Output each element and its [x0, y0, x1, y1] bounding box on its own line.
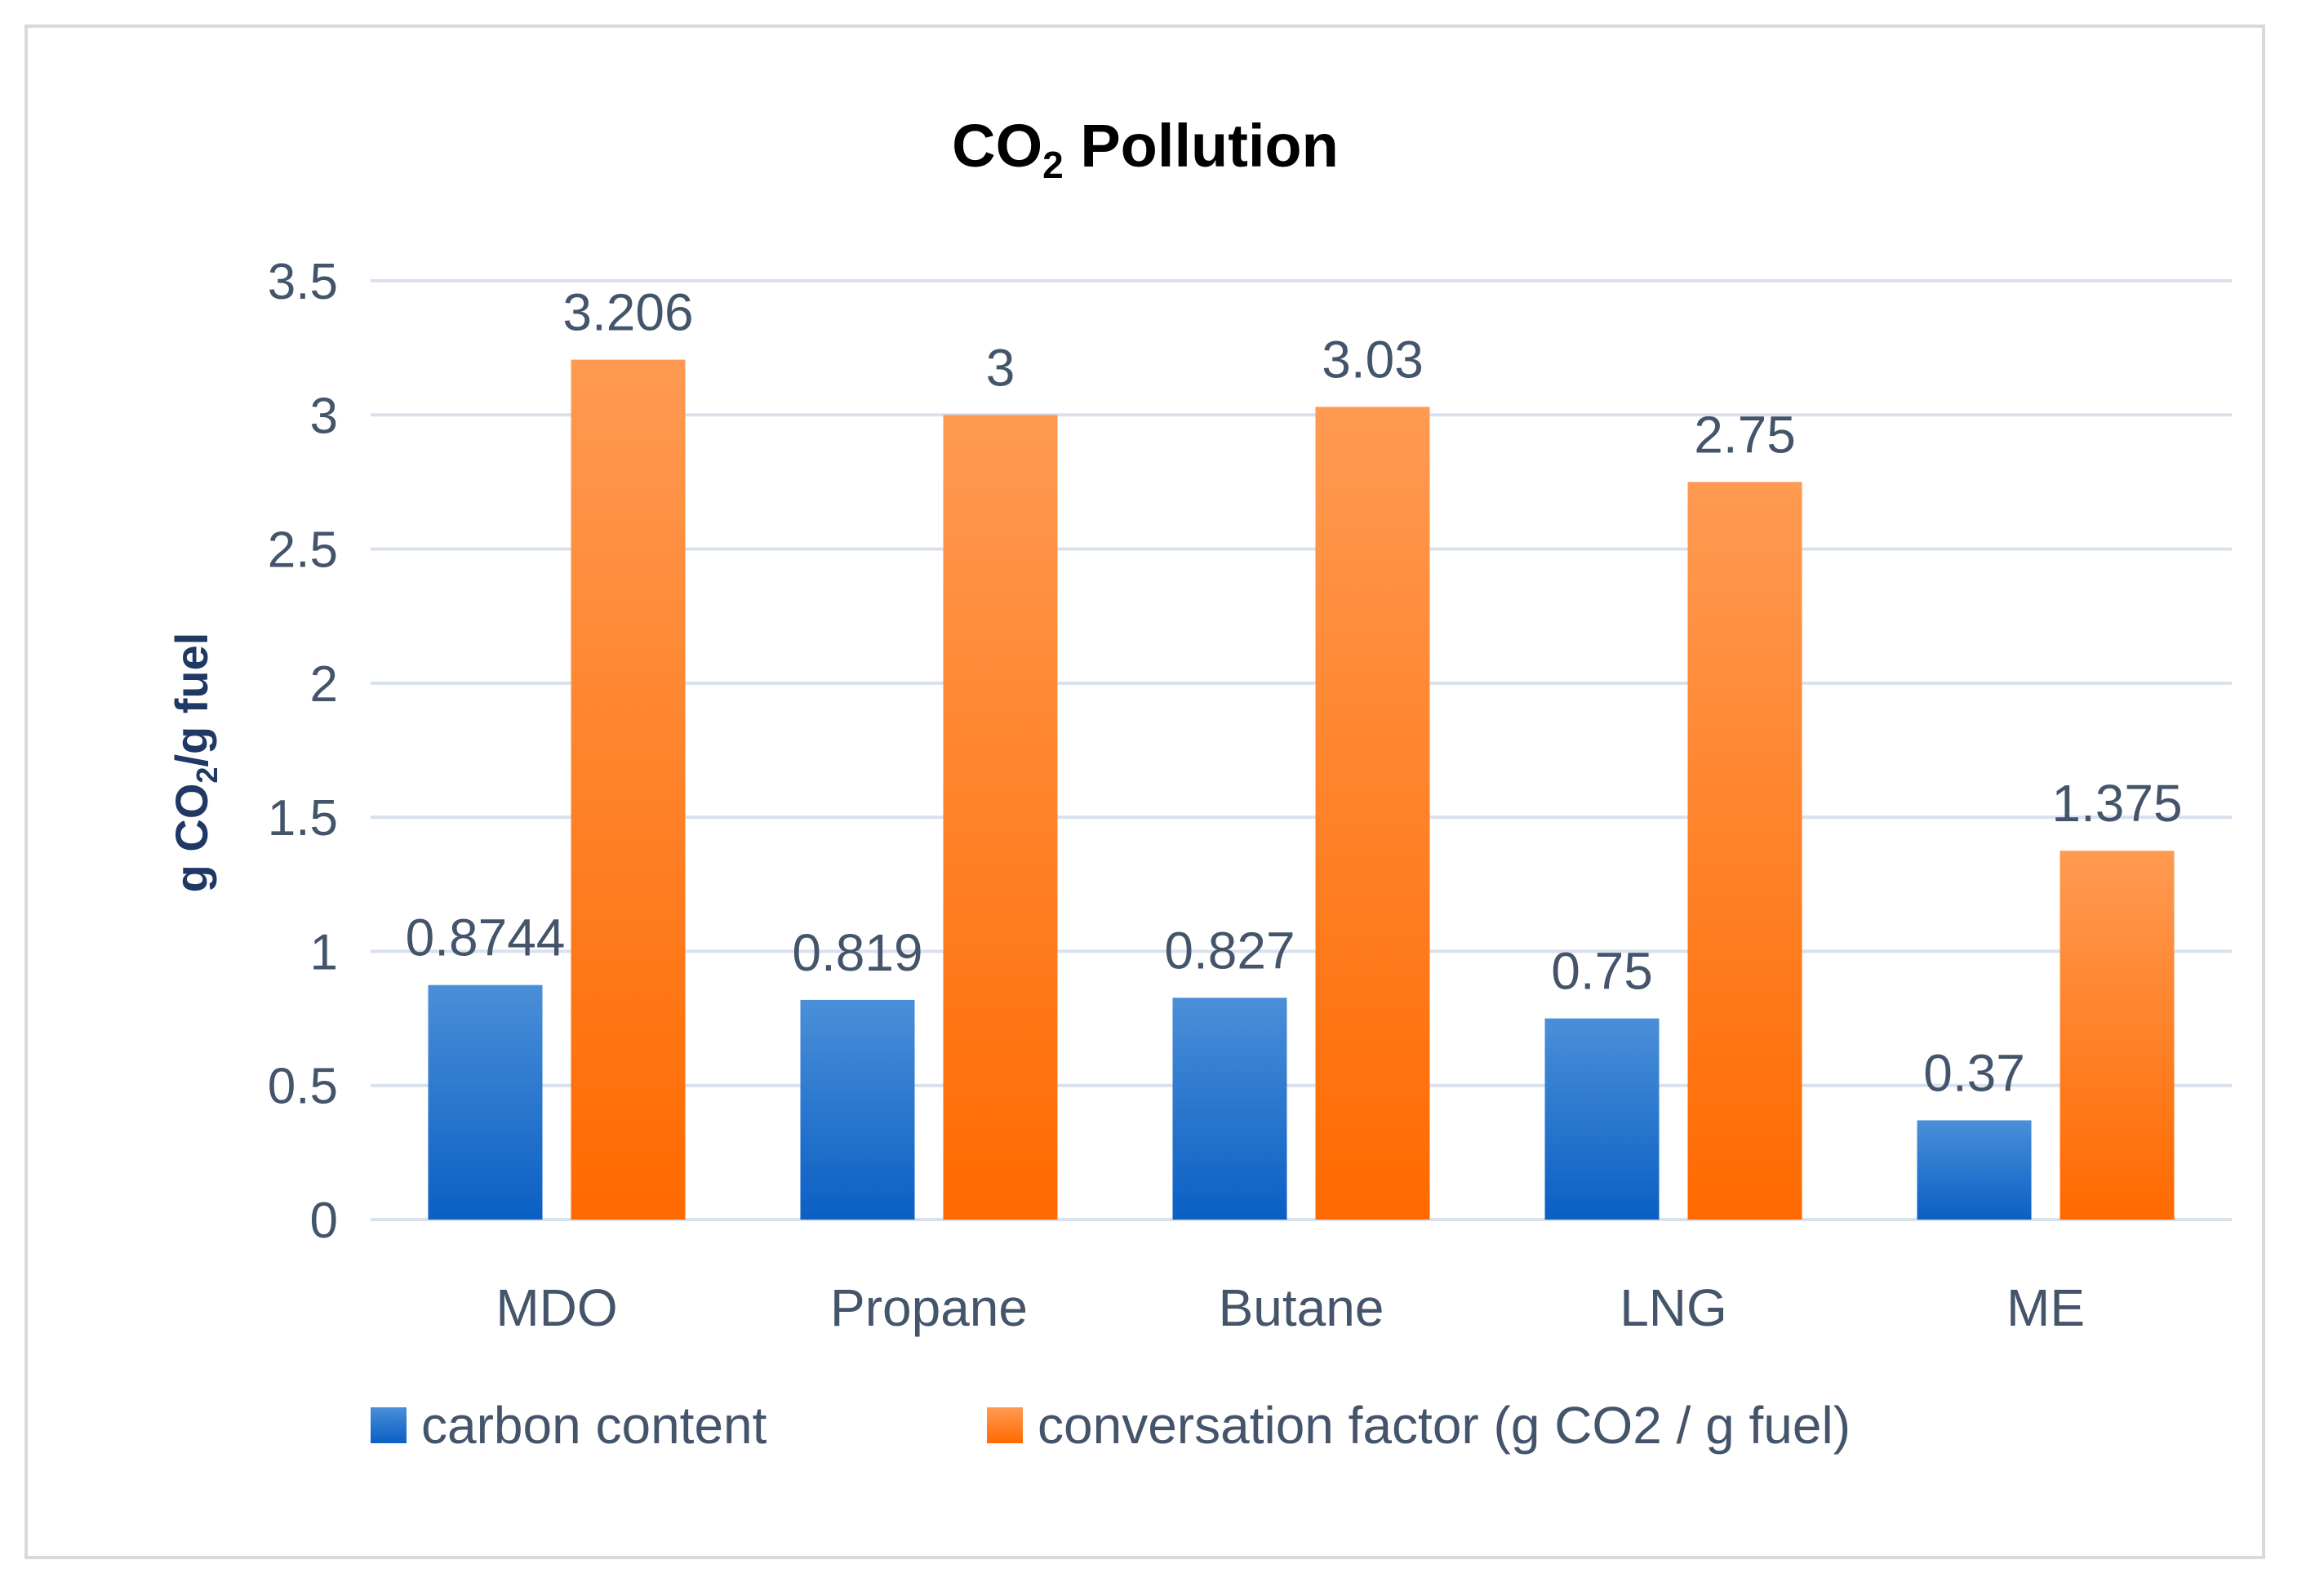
data-label: 0.819: [792, 923, 922, 982]
x-axis-ticks: MDO Propane Butane LNG ME: [495, 1278, 2085, 1337]
bar-propane-series-1: [800, 999, 915, 1220]
x-tick-label: Butane: [1219, 1278, 1384, 1337]
bar-mdo-series-1: [428, 984, 543, 1220]
y-tick-label: 1: [310, 924, 338, 980]
chart-title: CO2 Pollution: [952, 112, 1339, 186]
bar-butane-series-2: [1315, 407, 1430, 1220]
bar-me-series-2: [2060, 851, 2175, 1220]
y-tick-label: 2.5: [268, 522, 338, 579]
bar-me-series-1: [1917, 1120, 2032, 1220]
x-tick-label: MDO: [495, 1278, 617, 1337]
data-label: 2.75: [1694, 405, 1796, 464]
bar-lng-series-1: [1544, 1018, 1660, 1220]
data-label: 3.206: [562, 283, 693, 342]
bar-propane-series-2: [943, 415, 1058, 1220]
y-axis-ticks: 0 0.5 1 1.5 2 2.5 3 3.5: [268, 254, 338, 1249]
data-label: 3: [986, 338, 1015, 397]
legend-swatch: [987, 1407, 1023, 1443]
data-label: 0.827: [1164, 921, 1295, 980]
bar-butane-series-1: [1172, 998, 1287, 1220]
x-tick-label: LNG: [1620, 1278, 1727, 1337]
data-label: 0.37: [1923, 1043, 2025, 1102]
data-label: 1.375: [2051, 774, 2182, 833]
y-tick-label: 0: [310, 1193, 338, 1249]
y-tick-label: 3.5: [268, 254, 338, 310]
y-tick-label: 3: [310, 388, 338, 444]
x-tick-label: Propane: [830, 1278, 1028, 1337]
data-label: 0.75: [1551, 942, 1653, 1001]
data-label: 0.8744: [406, 909, 566, 967]
legend-swatch: [371, 1407, 407, 1443]
legend-label: carbon content: [421, 1396, 767, 1455]
legend: carbon content conversation factor (g CO2…: [371, 1396, 1851, 1455]
bar-lng-series-2: [1687, 482, 1802, 1220]
bars: [428, 359, 2175, 1220]
x-tick-label: ME: [2006, 1278, 2085, 1337]
y-tick-label: 0.5: [268, 1059, 338, 1115]
y-tick-label: 2: [310, 656, 338, 713]
bar-chart: CO2 Pollution g CO2/g fuel 0 0.5 1 1.5 2 2.5 3…: [166, 112, 2232, 1455]
chart-frame: CO2 Pollution g CO2/g fuel 0 0.5 1 1.5 2 2.5 3…: [24, 24, 2265, 1559]
y-axis-label: g CO2/g fuel: [166, 633, 224, 893]
data-label: 3.03: [1322, 330, 1424, 389]
bar-mdo-series-2: [571, 359, 686, 1220]
legend-label: conversation factor (g CO2 / g fuel): [1038, 1396, 1851, 1455]
y-tick-label: 1.5: [268, 790, 338, 847]
data-labels: 0.8744 3.206 0.819 3 0.827 3.03 0.75 2.75 0.37 1.…: [406, 283, 2183, 1103]
